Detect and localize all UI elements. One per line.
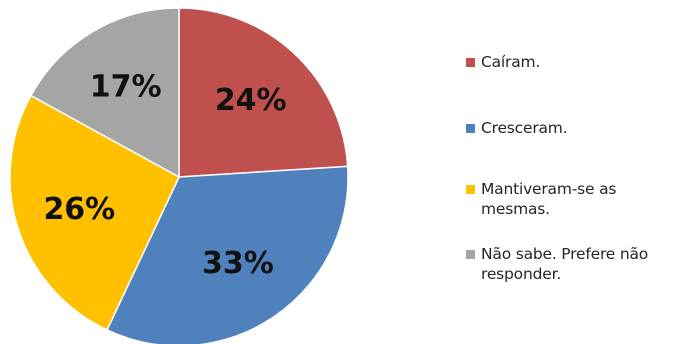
slice-data-label-2: 33% (202, 246, 274, 281)
legend-item-1: Caíram. (466, 52, 676, 72)
pie-slice-4 (29, 7, 180, 179)
legend-label-line: mesmas. (481, 200, 550, 218)
legend-label-3: Mantiveram-se as mesmas. (481, 179, 616, 219)
legend-label-4: Não sabe. Prefere não responder. (481, 244, 648, 284)
legend-swatch-1 (466, 58, 475, 67)
slice-data-label-1: 24% (215, 83, 287, 118)
legend-label-line: Cresceram. (481, 119, 568, 137)
legend-item-3: Mantiveram-se as mesmas. (466, 179, 676, 219)
legend-item-4: Não sabe. Prefere não responder. (466, 244, 676, 284)
legend-label-1: Caíram. (481, 52, 540, 72)
pie-slice-1 (178, 7, 349, 178)
slice-data-label-3: 26% (43, 192, 115, 227)
pie-slice-2 (106, 165, 349, 344)
legend-swatch-4 (466, 250, 475, 259)
pie-chart: 24% 33% 26% 17% (9, 7, 349, 344)
legend-label-line: Mantiveram-se as (481, 180, 617, 198)
legend-item-2: Cresceram. (466, 118, 676, 138)
legend-label-line: Não sabe. Prefere não (481, 245, 649, 263)
legend-label-line: Caíram. (481, 53, 541, 71)
legend-swatch-3 (466, 185, 475, 194)
legend-label-line: responder. (481, 265, 562, 283)
legend-label-2: Cresceram. (481, 118, 568, 138)
slice-data-label-4: 17% (90, 69, 162, 104)
legend-swatch-2 (466, 124, 475, 133)
